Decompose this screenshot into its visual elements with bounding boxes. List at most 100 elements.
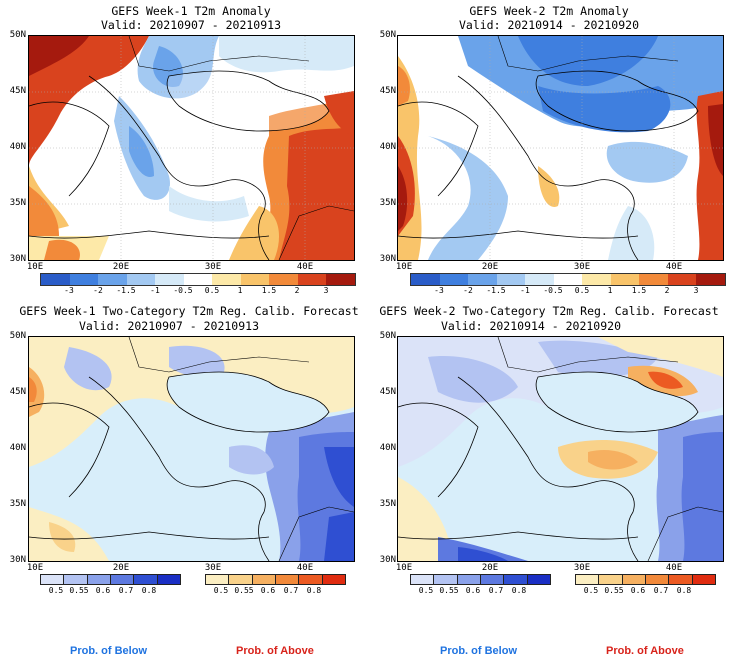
lat-label: 45N xyxy=(379,86,396,96)
lat-label: 30N xyxy=(379,254,396,264)
cbar-swatch xyxy=(439,274,469,285)
above-colorbar xyxy=(205,574,346,585)
cbar-label: 1.5 xyxy=(631,286,647,295)
panel-valid-dates: Valid: 20210914 - 20210920 xyxy=(458,18,639,32)
cbar-label: -2 xyxy=(463,286,473,295)
cbar-swatch xyxy=(156,574,181,585)
cbar-label: 0.55 xyxy=(439,586,459,595)
cbar-label: 0.5 xyxy=(48,586,64,595)
cbar-label: 0.7 xyxy=(653,586,669,595)
anomaly-map-week2 xyxy=(397,35,724,261)
below-colorbar xyxy=(410,574,551,585)
cbar-swatch xyxy=(133,574,158,585)
lat-label: 45N xyxy=(379,387,396,397)
cbar-label: 0.5 xyxy=(418,586,434,595)
lat-label: 40N xyxy=(9,443,26,453)
cbar-label: 1 xyxy=(237,286,243,295)
cbar-swatch xyxy=(69,274,99,285)
lat-label: 40N xyxy=(9,142,26,152)
lon-label: 40E xyxy=(665,262,683,272)
panel-week1-probability: GEFS Week-1 Two-Category T2m Reg. Calib.… xyxy=(0,300,370,600)
anomaly-map-week1 xyxy=(28,35,355,261)
cbar-swatch xyxy=(479,574,505,585)
cbar-label: -0.5 xyxy=(543,286,563,295)
cbar-swatch xyxy=(410,574,435,585)
above-colorbar xyxy=(575,574,716,585)
prob-above-label: Prob. of Above xyxy=(236,645,314,657)
cbar-label: 0.7 xyxy=(283,586,299,595)
cbar-swatch xyxy=(639,274,668,285)
cbar-swatch xyxy=(240,274,270,285)
cbar-swatch xyxy=(269,274,298,285)
panel-title: GEFS Week-2 Two-Category T2m Reg. Calib.… xyxy=(379,304,719,318)
lat-label: 45N xyxy=(9,387,26,397)
cbar-swatch xyxy=(411,274,440,285)
cbar-label: -2 xyxy=(93,286,103,295)
cbar-swatch xyxy=(456,574,481,585)
cbar-label: 0.6 xyxy=(260,586,276,595)
cbar-swatch xyxy=(86,574,111,585)
lat-label: 35N xyxy=(9,499,26,509)
cbar-swatch xyxy=(98,274,127,285)
lon-label: 20E xyxy=(481,262,499,272)
cbar-swatch xyxy=(525,274,554,285)
lon-label: 10E xyxy=(395,262,413,272)
cbar-swatch xyxy=(503,574,528,585)
cbar-label: 3 xyxy=(323,286,329,295)
cbar-swatch xyxy=(433,574,458,585)
lon-label: 10E xyxy=(26,563,44,573)
cbar-label: 1.5 xyxy=(261,286,277,295)
lat-label: 45N xyxy=(9,86,26,96)
cbar-label: -1 xyxy=(150,286,160,295)
lon-label: 40E xyxy=(296,563,314,573)
cbar-swatch xyxy=(468,274,497,285)
cbar-swatch xyxy=(326,274,356,285)
cbar-label: -1.5 xyxy=(486,286,506,295)
cbar-swatch xyxy=(251,574,276,585)
cbar-swatch xyxy=(575,574,600,585)
cbar-swatch xyxy=(526,574,551,585)
cbar-label: 0.8 xyxy=(306,586,322,595)
lat-label: 40N xyxy=(379,142,396,152)
lon-label: 30E xyxy=(573,262,591,272)
cbar-label: 0.6 xyxy=(630,586,646,595)
below-colorbar xyxy=(40,574,181,585)
cbar-swatch xyxy=(109,574,135,585)
cbar-swatch xyxy=(621,574,646,585)
lon-label: 20E xyxy=(481,563,499,573)
cbar-label: 0.5 xyxy=(583,586,599,595)
cbar-label: 3 xyxy=(693,286,699,295)
cbar-label: 0.7 xyxy=(118,586,134,595)
lat-label: 35N xyxy=(9,198,26,208)
cbar-swatch xyxy=(183,274,213,285)
cbar-label: 0.5 xyxy=(574,286,590,295)
cbar-label: 0.8 xyxy=(676,586,692,595)
lon-label: 20E xyxy=(112,563,130,573)
cbar-swatch xyxy=(212,274,241,285)
lat-label: 30N xyxy=(9,555,26,565)
cbar-label: 2 xyxy=(294,286,300,295)
cbar-swatch xyxy=(274,574,300,585)
lat-label: 35N xyxy=(379,198,396,208)
panel-valid-dates: Valid: 20210907 - 20210913 xyxy=(100,18,281,32)
cbar-label: 0.7 xyxy=(488,586,504,595)
cbar-swatch xyxy=(667,274,697,285)
prob-below-label: Prob. of Below xyxy=(440,645,517,657)
cbar-swatch xyxy=(41,274,70,285)
cbar-label: 0.8 xyxy=(511,586,527,595)
cbar-label: 0.55 xyxy=(69,586,89,595)
cbar-swatch xyxy=(610,274,640,285)
lat-label: 50N xyxy=(9,331,26,341)
cbar-swatch xyxy=(668,574,693,585)
cbar-label: -1 xyxy=(520,286,530,295)
panel-title: GEFS Week-1 Two-Category T2m Reg. Calib.… xyxy=(19,304,359,318)
cbar-swatch xyxy=(126,274,156,285)
cbar-swatch xyxy=(63,574,88,585)
cbar-label: 0.5 xyxy=(213,586,229,595)
panel-title: GEFS Week-1 T2m Anomaly xyxy=(111,4,271,18)
cbar-swatch xyxy=(228,574,253,585)
cbar-swatch xyxy=(40,574,65,585)
lat-label: 35N xyxy=(379,499,396,509)
anomaly-colorbar xyxy=(410,273,726,286)
cbar-swatch xyxy=(691,574,716,585)
